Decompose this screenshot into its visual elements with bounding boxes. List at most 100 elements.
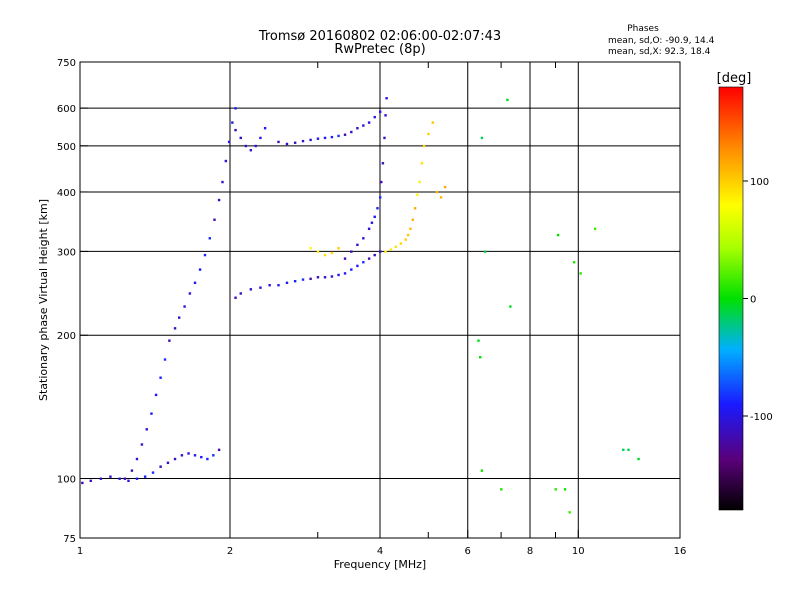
echo-point xyxy=(221,180,224,184)
echo-point xyxy=(193,281,197,284)
echo-point xyxy=(422,144,426,148)
y-tick-label: 600 xyxy=(57,104,76,115)
echo-point xyxy=(135,457,139,461)
colorbar-tick-label: 100 xyxy=(750,177,769,188)
echo-point xyxy=(394,245,398,249)
echo-point xyxy=(362,237,365,240)
echo-point xyxy=(367,227,371,231)
echo-point xyxy=(362,261,365,264)
echo-point xyxy=(350,250,353,253)
echo-point xyxy=(637,457,640,461)
echo-point xyxy=(254,144,257,148)
echo-point xyxy=(411,218,414,221)
echo-point xyxy=(293,280,297,283)
echo-point xyxy=(409,227,412,231)
echo-point xyxy=(556,233,560,237)
echo-point xyxy=(198,268,202,271)
echo-point xyxy=(418,180,421,184)
echo-point xyxy=(89,479,92,483)
echo-point xyxy=(435,190,439,194)
echo-point xyxy=(316,250,320,253)
echo-point xyxy=(166,461,170,465)
colorbar-ticks: 100 0 -100 xyxy=(743,177,773,423)
x-tick-label: 16 xyxy=(674,546,687,557)
echo-point xyxy=(285,142,289,146)
echo-point xyxy=(480,136,484,140)
echo-point xyxy=(376,207,379,210)
echo-point xyxy=(416,193,419,196)
echo-point xyxy=(593,227,597,231)
echo-point xyxy=(484,250,487,253)
echo-point xyxy=(118,477,121,480)
echo-point xyxy=(622,448,625,452)
echo-point xyxy=(479,356,482,359)
echo-point xyxy=(213,218,216,221)
echo-point xyxy=(579,272,582,275)
echo-point xyxy=(420,162,424,165)
echo-point xyxy=(309,277,312,281)
x-tick-label: 2 xyxy=(227,546,233,557)
echo-point xyxy=(180,454,184,457)
echo-point xyxy=(343,257,347,260)
echo-point xyxy=(389,248,392,251)
echo-point xyxy=(627,448,630,452)
echo-point xyxy=(370,221,374,224)
y-tick-label: 400 xyxy=(57,188,76,199)
y-tick-label: 750 xyxy=(57,58,76,69)
echo-point xyxy=(208,237,211,240)
echo-point xyxy=(380,180,383,184)
echo-point xyxy=(568,511,571,514)
echo-point xyxy=(330,251,334,255)
echo-point xyxy=(140,443,144,446)
scatter-points xyxy=(81,97,640,514)
echo-point xyxy=(373,253,376,257)
echo-point xyxy=(293,141,297,144)
echo-point xyxy=(159,376,162,379)
echo-point xyxy=(234,296,237,299)
echo-point xyxy=(404,238,407,241)
echo-point xyxy=(443,185,447,189)
echo-point xyxy=(480,469,484,472)
colorbar xyxy=(718,86,744,511)
echo-point xyxy=(373,215,376,219)
echo-point xyxy=(309,247,312,250)
echo-point xyxy=(285,281,289,284)
echo-point xyxy=(193,454,197,457)
echo-point xyxy=(406,233,410,237)
echo-point xyxy=(244,144,248,148)
echo-point xyxy=(259,136,262,140)
echo-point xyxy=(563,488,567,491)
echo-point xyxy=(183,305,186,308)
echo-point xyxy=(239,292,242,295)
colorbar-label: [deg] xyxy=(717,71,752,86)
colorbar-tick-label: 0 xyxy=(750,295,756,306)
chart-subtitle: RwPretec (8p) xyxy=(334,42,425,57)
echo-point xyxy=(173,457,177,461)
echo-point xyxy=(177,316,181,319)
echo-point xyxy=(203,253,207,257)
echo-point xyxy=(154,393,158,397)
echo-point xyxy=(231,121,234,124)
echo-point xyxy=(109,475,112,478)
y-tick-label: 100 xyxy=(57,475,76,486)
phase-stats-o: mean, sd,O: -90.9, 14.4 xyxy=(608,36,715,46)
echo-point xyxy=(249,148,253,152)
echo-point xyxy=(159,465,162,468)
echo-point xyxy=(81,481,84,485)
x-tick-label: 1 xyxy=(77,546,83,557)
echo-point xyxy=(367,257,371,260)
echo-point xyxy=(381,162,385,165)
echo-point xyxy=(224,159,228,163)
echo-point xyxy=(330,275,334,278)
echo-point xyxy=(379,110,382,114)
echo-point xyxy=(337,134,340,138)
echo-point xyxy=(350,268,353,271)
echo-point xyxy=(509,305,512,308)
echo-point xyxy=(383,136,386,140)
echo-point xyxy=(206,457,209,461)
echo-point xyxy=(163,358,167,361)
echo-point xyxy=(200,455,203,459)
echo-point xyxy=(356,127,359,130)
echo-point xyxy=(143,475,147,478)
x-tick-label: 4 xyxy=(377,546,383,557)
